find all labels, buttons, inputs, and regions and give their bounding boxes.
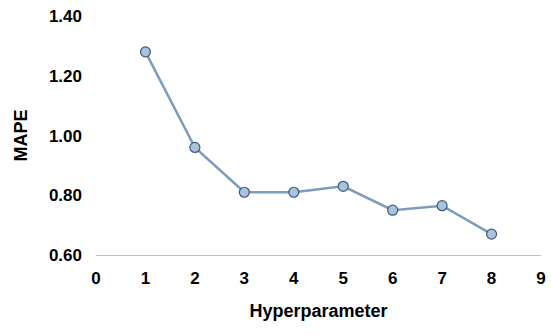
x-axis-line [96, 255, 541, 256]
plot-area [140, 47, 496, 239]
data-point [289, 187, 299, 197]
data-point [338, 181, 348, 191]
data-point [239, 187, 249, 197]
x-tick-label: 2 [190, 269, 199, 288]
y-axis-title: MAPE [11, 109, 31, 161]
y-tick-label: 0.80 [49, 186, 82, 205]
y-tick-label: 0.60 [49, 246, 82, 265]
x-tick-label: 8 [487, 269, 496, 288]
data-line [145, 52, 491, 234]
x-tick-label: 1 [141, 269, 150, 288]
x-tick-label: 4 [289, 269, 299, 288]
x-tick-label: 9 [536, 269, 545, 288]
y-tick-label: 1.40 [49, 7, 82, 26]
y-tick-label: 1.20 [49, 67, 82, 86]
x-axis-title: Hyperparameter [249, 301, 387, 321]
x-tick-label: 3 [240, 269, 249, 288]
chart: 0.60 0.80 1.00 1.20 1.40 0 1 2 3 4 5 6 7 8 9 Hyperparam… [0, 0, 551, 335]
x-tick-label: 5 [338, 269, 347, 288]
x-tick-label: 6 [388, 269, 397, 288]
data-point [437, 201, 447, 211]
data-point [140, 47, 150, 57]
data-point [190, 142, 200, 152]
data-point [388, 205, 398, 215]
data-point [487, 229, 497, 239]
x-tick-label: 7 [437, 269, 446, 288]
x-tick-label: 0 [91, 269, 100, 288]
y-tick-label: 1.00 [49, 127, 82, 146]
